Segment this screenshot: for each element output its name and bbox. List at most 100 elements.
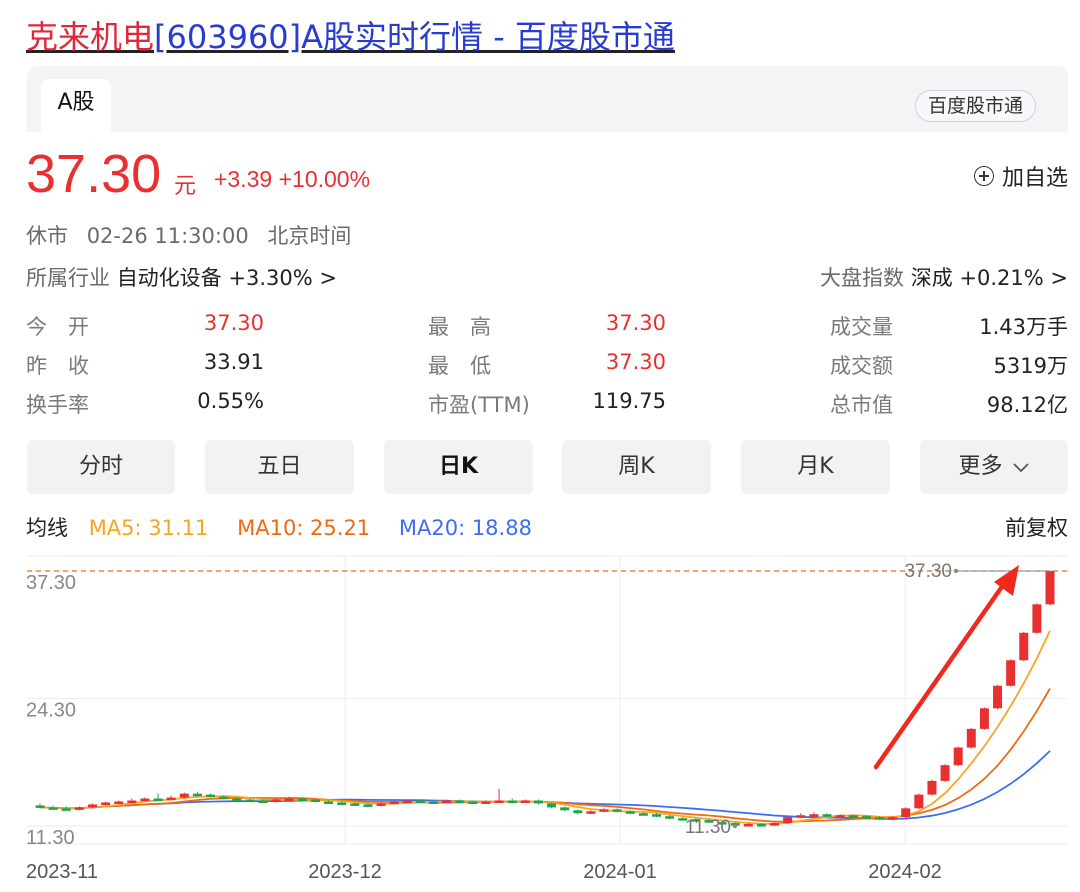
period-tab-more[interactable]: 更多 xyxy=(920,440,1068,494)
ma5-value: MA5: 31.11 xyxy=(88,516,209,540)
candle-body xyxy=(206,794,216,798)
candle-body xyxy=(770,823,780,826)
brand-link[interactable]: 百度股市通 xyxy=(914,90,1036,122)
max-annotation: 37.30 xyxy=(904,561,952,582)
quote-label: 换手率 xyxy=(26,393,89,417)
candle-body xyxy=(232,798,242,802)
candlestick xyxy=(87,803,97,809)
stock-name[interactable]: 克来机电 xyxy=(26,18,155,56)
min-annotation: 11.30 xyxy=(685,817,731,838)
candlestick xyxy=(638,812,648,816)
candle-body xyxy=(337,802,347,805)
candle-body xyxy=(429,801,439,804)
adjust-mode-button[interactable]: 前复权 xyxy=(1005,516,1068,540)
quote-value: 0.55% xyxy=(197,389,264,413)
candle-body xyxy=(940,765,950,781)
candlestick xyxy=(310,798,320,803)
candlestick xyxy=(979,707,989,730)
candle-body xyxy=(87,804,97,808)
candle-body xyxy=(271,799,281,803)
market-index-link[interactable]: 大盘指数 深成 +0.21% > xyxy=(820,262,1068,292)
candle-body xyxy=(848,815,858,818)
industry-label: 所属行业 xyxy=(26,266,110,290)
candlestick xyxy=(547,802,557,809)
candlestick xyxy=(127,798,137,803)
period-tab-5day[interactable]: 五日 xyxy=(205,440,354,494)
candle-body xyxy=(1045,571,1055,605)
candle-body xyxy=(914,794,924,809)
candlestick xyxy=(35,803,45,809)
candle-body xyxy=(1019,632,1029,661)
x-tick-label: 2023-12 xyxy=(308,861,381,883)
candlestick xyxy=(1045,571,1055,606)
market-state: 休市 xyxy=(26,224,68,248)
x-tick-label: 2024-01 xyxy=(583,861,656,883)
candlestick xyxy=(927,779,937,796)
candlestick xyxy=(914,793,924,810)
candlestick xyxy=(140,797,150,802)
quote-value: 1.43万手 xyxy=(979,315,1068,339)
price-change: +3.39 +10.00% xyxy=(214,166,370,193)
period-tab-weekly[interactable]: 周K xyxy=(562,440,711,494)
quote-value: 5319万 xyxy=(993,354,1068,378)
page-title-rest[interactable]: [603960]A股实时行情 - 百度股市通 xyxy=(154,18,675,56)
add-watchlist-label: 加自选 xyxy=(1001,166,1068,191)
industry-link[interactable]: 所属行业 自动化设备 +3.30% > xyxy=(26,262,337,292)
candle-body xyxy=(927,780,937,795)
quote-label: 总市值 xyxy=(830,393,893,417)
kline-chart[interactable]: 37.30 24.30 11.30 2023-11 2023-12 2024-01 2024… xyxy=(0,548,1080,892)
candlestick xyxy=(468,800,478,804)
candle-body xyxy=(507,800,517,803)
candlestick xyxy=(232,797,242,802)
page-title-link[interactable]: 克来机电[603960]A股实时行情 - 百度股市通 xyxy=(26,12,675,58)
candlestick xyxy=(940,764,950,782)
candlestick xyxy=(586,810,596,815)
period-tab-monthly[interactable]: 月K xyxy=(741,440,890,494)
candlestick xyxy=(297,797,307,802)
quote-label: 成交额 xyxy=(830,354,893,378)
candle-body xyxy=(179,793,189,798)
x-tick-label: 2023-11 xyxy=(26,861,98,883)
candle-body xyxy=(638,813,648,816)
candle-body xyxy=(402,800,412,803)
candlestick xyxy=(901,807,911,819)
candlestick xyxy=(455,799,465,803)
candlestick xyxy=(284,796,294,802)
market-tab-bar: A股 百度股市通 xyxy=(27,66,1068,132)
candle-body xyxy=(101,802,111,805)
candlestick xyxy=(481,800,491,804)
y-tick-label: 24.30 xyxy=(26,700,76,722)
candle-body xyxy=(796,815,806,818)
candle-body xyxy=(442,800,452,803)
candlestick xyxy=(507,798,517,803)
candle-body xyxy=(533,800,543,804)
candlestick xyxy=(219,795,229,800)
candle-body xyxy=(455,800,465,803)
candle-body xyxy=(691,819,701,822)
chevron-right-icon: > xyxy=(319,266,337,290)
candlestick xyxy=(691,818,701,822)
period-tab-daily[interactable]: 日K xyxy=(384,440,533,494)
arrow-shaft xyxy=(873,575,1011,770)
candle-body xyxy=(127,800,137,803)
period-tab-intraday[interactable]: 分时 xyxy=(27,440,175,494)
candle-body xyxy=(783,817,793,824)
candlestick xyxy=(756,823,766,827)
arrow-annotation xyxy=(873,565,1019,770)
candle-body xyxy=(297,798,307,802)
candlestick xyxy=(350,802,360,806)
add-watchlist-button[interactable]: 加自选 xyxy=(973,160,1068,192)
candle-body xyxy=(376,803,386,806)
quote-label: 市盈(TTM) xyxy=(428,393,530,417)
candlestick xyxy=(324,800,334,804)
change-percent: +10.00% xyxy=(278,166,371,192)
candlestick xyxy=(861,815,871,819)
candlestick xyxy=(389,800,399,805)
tab-a-share[interactable]: A股 xyxy=(41,79,111,132)
candle-body xyxy=(494,800,504,803)
candle-body xyxy=(678,818,688,821)
candlestick xyxy=(770,822,780,826)
candle-body xyxy=(153,798,163,802)
candlestick xyxy=(271,798,281,803)
candlestick xyxy=(966,727,976,749)
